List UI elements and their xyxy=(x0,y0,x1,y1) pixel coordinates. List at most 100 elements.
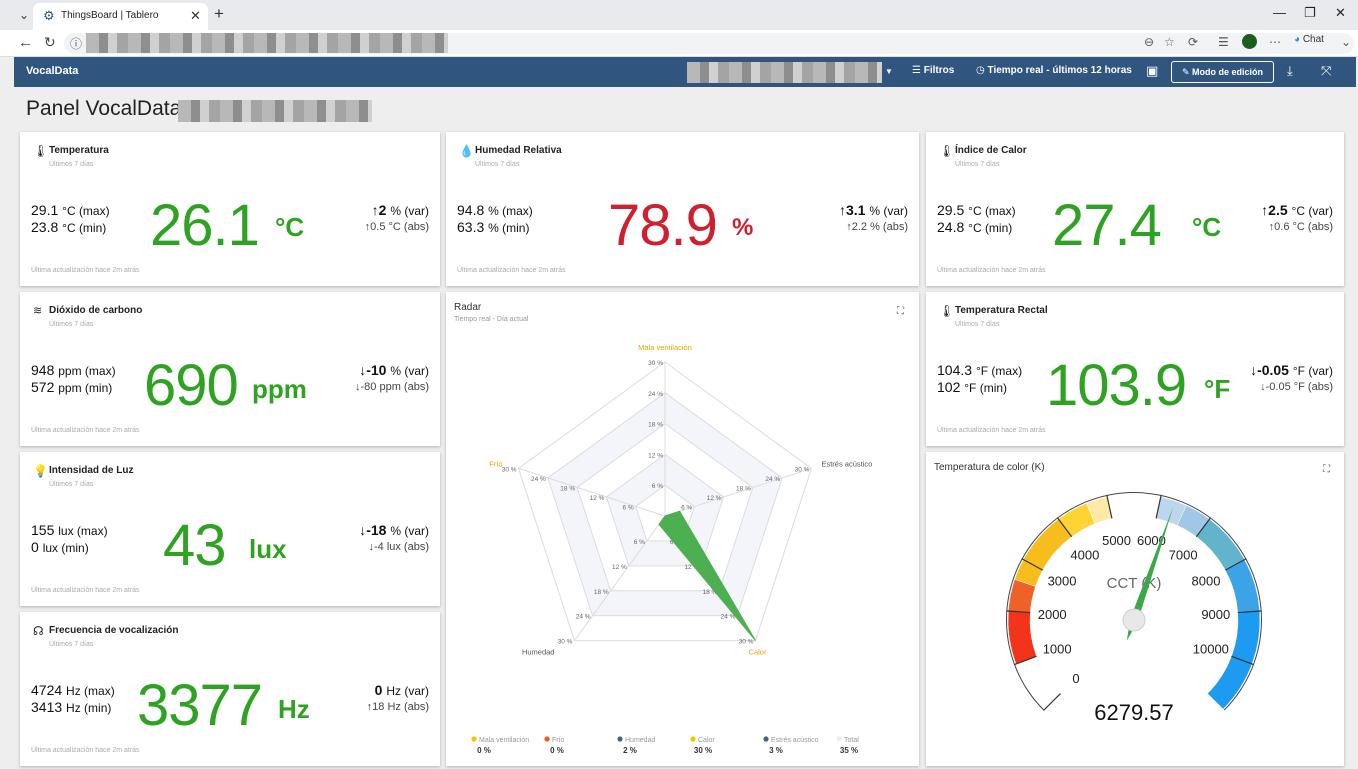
radar-axis-label: Calor xyxy=(749,648,767,657)
tab-search-chevron-icon[interactable]: ⌄ xyxy=(18,8,30,22)
sidebar-toggle-icon[interactable]: ⌄ xyxy=(1341,35,1352,49)
card-title: Intensidad de Luz xyxy=(49,465,134,476)
radar-tick-label: 6 % xyxy=(681,504,692,511)
dropdown-caret-icon[interactable]: ▼ xyxy=(885,67,893,76)
max-value: 29.1 °C (max) xyxy=(31,202,110,218)
filter-icon: ☰ xyxy=(912,65,921,76)
card-title: Temperatura Rectal xyxy=(955,305,1048,316)
gauge-major-tick xyxy=(1237,610,1262,614)
new-tab-button[interactable]: + xyxy=(214,4,224,23)
heat-index-card: 🌡 Índice de Calor Últimos 7 días 29.5 °C… xyxy=(926,132,1344,286)
card-subtitle: Últimos 7 días xyxy=(49,481,94,488)
radar-spoke xyxy=(574,515,666,641)
last-update: Última actualización hace 2m atrás xyxy=(31,267,140,274)
gauge-major-tick xyxy=(1195,517,1212,538)
browser-tab[interactable]: ⚙ ThingsBoard | Tablero ✕ xyxy=(33,3,208,30)
radar-spoke xyxy=(664,467,812,517)
radar-tick-label: 24 % xyxy=(576,614,591,621)
legend-label: Calor xyxy=(698,737,715,744)
max-value: 94.8 % (max) xyxy=(457,202,533,218)
radar-tick-label: 6 % xyxy=(623,504,634,511)
redacted-entity-selector[interactable] xyxy=(687,62,882,83)
last-update: Última actualización hace 2m atrás xyxy=(31,427,140,434)
vocalization-frequency-card: ☊ Frecuencia de vocalización Últimos 7 d… xyxy=(20,612,440,766)
variation-absolute: ↑18 Hz (abs) xyxy=(366,701,429,713)
favorites-list-icon[interactable]: ☰ xyxy=(1218,35,1229,49)
radar-tick-label: 12 % xyxy=(648,452,663,459)
min-value: 24.8 °C (min) xyxy=(937,219,1013,235)
card-title: Temperatura xyxy=(49,145,109,156)
radar-tick-label: 18 % xyxy=(736,485,751,492)
current-unit: °F xyxy=(1204,374,1231,404)
radar-tick-label: 12 % xyxy=(684,564,699,571)
current-value: 103.9 xyxy=(1046,353,1187,418)
radar-tick-label: 30 % xyxy=(502,466,517,473)
gauge-tick-label: 7000 xyxy=(1169,547,1198,562)
more-menu-icon[interactable]: ⋯ xyxy=(1269,35,1281,49)
extensions-icon[interactable]: ⟳ xyxy=(1188,35,1199,49)
last-update: Última actualización hace 2m atrás xyxy=(31,747,140,754)
current-value: 3377 xyxy=(137,673,263,738)
profile-avatar[interactable] xyxy=(1242,34,1257,49)
restore-icon[interactable]: ❐ xyxy=(1304,5,1316,20)
co2-molecule-icon: ≋ xyxy=(33,305,43,317)
max-value: 4724 Hz (max) xyxy=(31,682,115,698)
back-arrow-icon[interactable]: ← xyxy=(18,34,33,51)
copilot-chat-button[interactable]: ◕ Chat xyxy=(1294,34,1324,45)
card-subtitle: Últimos 7 días xyxy=(49,161,94,168)
gauge-major-tick xyxy=(1106,494,1113,519)
current-unit: % xyxy=(732,214,754,241)
radar-tick-label: 30 % xyxy=(648,360,663,367)
card-subtitle: Últimos 7 días xyxy=(49,321,94,328)
current-value: 43 xyxy=(163,513,227,578)
rectal-temperature-card: 🌡 Temperatura Rectal Últimos 7 días 104.… xyxy=(926,292,1344,446)
gauge-tick-label: 2000 xyxy=(1038,607,1067,622)
window-close-icon[interactable]: ✕ xyxy=(1335,5,1346,20)
min-value: 23.8 °C (min) xyxy=(31,219,107,235)
dashboard-toolbar: VocalData ▼ ☰ Filtros ◷ Tiempo real - úl… xyxy=(14,57,1356,87)
image-export-icon[interactable]: ▣ xyxy=(1146,63,1159,78)
clock-icon: ◷ xyxy=(976,65,985,76)
site-info-icon[interactable]: ⓘ xyxy=(70,37,83,51)
current-unit: °C xyxy=(1192,212,1222,242)
card-subtitle: Últimos 7 días xyxy=(49,641,94,648)
fullscreen-icon[interactable]: ⛶ xyxy=(1323,464,1330,475)
gauge-tick-label: 5000 xyxy=(1102,533,1131,548)
reload-icon[interactable]: ↻ xyxy=(44,34,56,50)
min-value: 572 ppm (min) xyxy=(31,379,113,395)
tab-close-icon[interactable]: ✕ xyxy=(190,8,201,23)
edit-mode-button[interactable]: ✎ Modo de edición xyxy=(1171,61,1274,83)
variation-percent: ↓-0.05 °F (var) xyxy=(1250,362,1333,378)
current-unit: lux xyxy=(249,534,287,564)
radar-subtitle: Tiempo real - Día actual xyxy=(454,316,529,323)
legend-label: Total xyxy=(844,737,859,744)
radar-tick-label: 24 % xyxy=(765,476,780,483)
radar-axis-label: Humedad xyxy=(522,648,555,657)
fullscreen-icon[interactable]: ⛶ xyxy=(897,306,904,317)
legend-value: 3 % xyxy=(769,746,783,755)
gauge-major-tick xyxy=(1224,558,1247,571)
minimize-icon[interactable]: — xyxy=(1273,5,1286,20)
page-title: Panel VocalData xyxy=(26,97,182,120)
radar-axis-label: Mala ventilación xyxy=(638,343,692,352)
last-update: Última actualización hace 2m atrás xyxy=(457,267,566,274)
copilot-icon: ◕ xyxy=(1294,34,1301,45)
variation-percent: ↑3.1 % (var) xyxy=(838,202,908,218)
gauge-tick-label: 6000 xyxy=(1137,533,1166,548)
radar-tick-label: 18 % xyxy=(648,422,663,429)
filters-button[interactable]: ☰ Filtros xyxy=(912,65,954,76)
radar-chart: 6 % 12 % 18 % 24 % 30 % 6 % 12 % 18 % 24 % 30 % 6 … xyxy=(471,343,872,755)
tab-title: ThingsBoard | Tablero xyxy=(61,10,159,21)
gauge-tick-label: 3000 xyxy=(1048,574,1077,589)
fullscreen-exit-icon[interactable]: ⤧ xyxy=(1321,63,1332,78)
card-title: Frecuencia de vocalización xyxy=(49,625,179,636)
variation-percent: ↑2 % (var) xyxy=(371,202,429,218)
min-value: 102 °F (min) xyxy=(937,379,1008,395)
radar-axis-label: Frío xyxy=(489,459,502,468)
variation-absolute: ↓-80 ppm (abs) xyxy=(355,381,429,393)
zoom-icon[interactable]: ⊖ xyxy=(1144,35,1155,49)
favorite-star-icon[interactable]: ☆ xyxy=(1164,35,1175,49)
gauge-value: 6279.57 xyxy=(1094,700,1174,725)
timewindow-button[interactable]: ◷ Tiempo real - últimos 12 horas xyxy=(976,65,1132,76)
download-icon[interactable]: ⤓ xyxy=(1287,63,1293,78)
